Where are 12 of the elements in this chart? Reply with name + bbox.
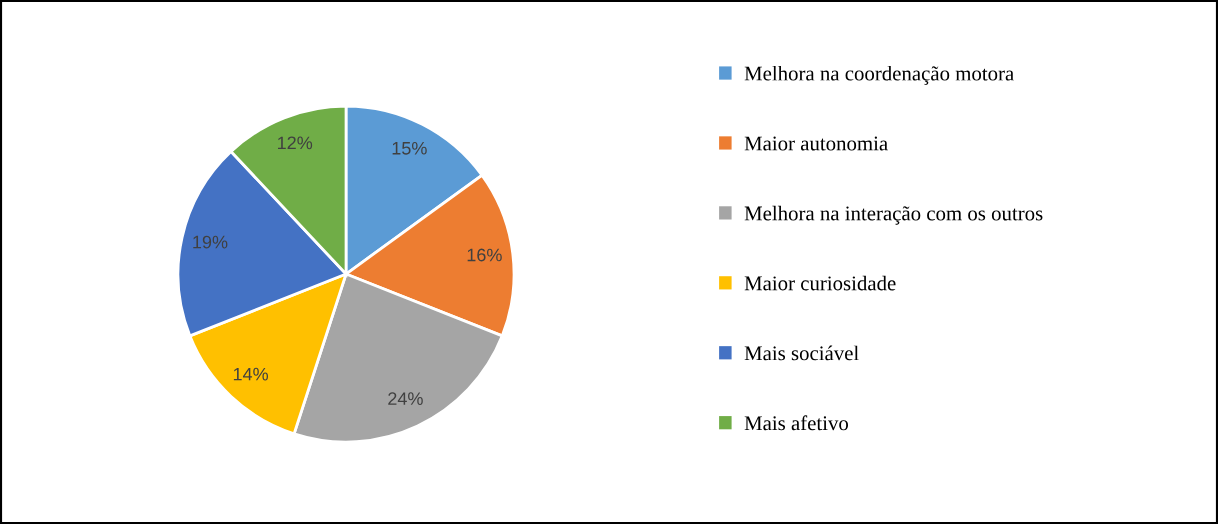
data-label: 12% bbox=[278, 136, 313, 150]
data-label: 24% bbox=[388, 392, 423, 405]
data-label: 19% bbox=[193, 235, 228, 249]
legend-label: Mais sociável bbox=[744, 345, 859, 361]
data-label: 15% bbox=[392, 141, 427, 155]
data-label: 14% bbox=[233, 367, 269, 381]
legend-label: Mais afetivo bbox=[744, 415, 849, 431]
data-label: 16% bbox=[467, 248, 502, 262]
legend-label: Melhora na interação com os outros bbox=[744, 205, 1043, 225]
legend-label: Melhora na coordenação motora bbox=[744, 65, 1014, 85]
legend-label: Maior curiosidade bbox=[744, 275, 896, 291]
legend-label: Maior autonomia bbox=[744, 136, 888, 151]
